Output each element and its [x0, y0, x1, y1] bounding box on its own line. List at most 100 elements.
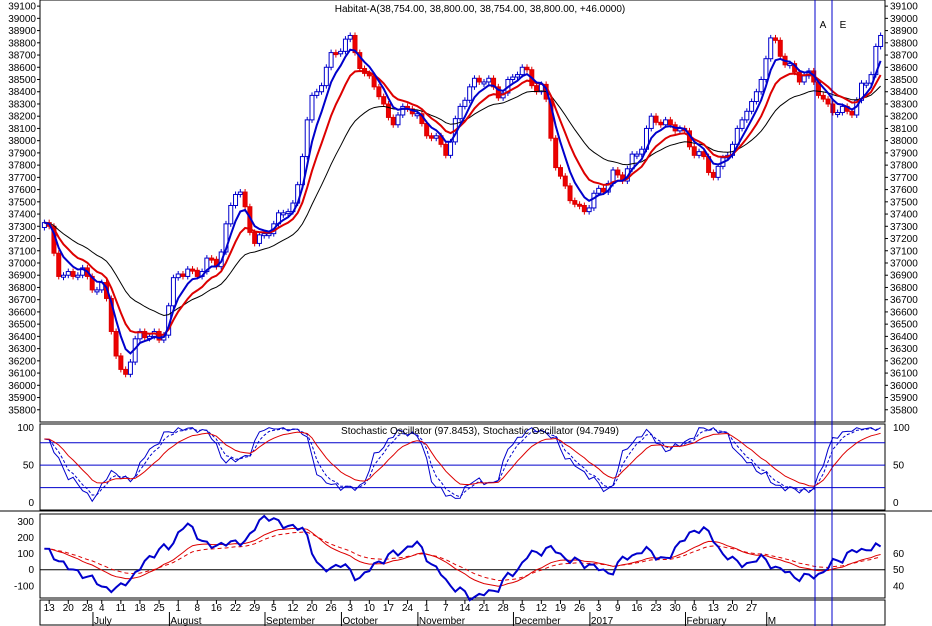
candle-body	[557, 167, 563, 177]
candle-body	[825, 98, 831, 105]
y-tick-label-left: 36700	[8, 295, 36, 306]
momentum-tick-left: -100	[14, 581, 34, 592]
candle-body	[830, 103, 836, 114]
candle-body	[481, 81, 487, 85]
x-day-label: 22	[230, 603, 242, 614]
candle-body	[577, 203, 583, 207]
candle-body	[667, 119, 673, 126]
candle-body	[94, 289, 100, 293]
candle-body	[156, 330, 162, 341]
x-month-label: 2017	[591, 616, 614, 626]
candle-body	[209, 257, 215, 261]
y-tick-label-right: 37900	[890, 148, 918, 159]
momentum-tick-right: 40	[893, 581, 905, 592]
candle-body	[596, 187, 602, 194]
candle-body	[820, 94, 826, 100]
x-day-label: 3	[347, 603, 353, 614]
candle-body	[304, 119, 310, 158]
candle-body	[710, 171, 716, 178]
candle-body	[457, 105, 463, 120]
candle-body	[342, 38, 348, 52]
candle-body	[252, 231, 258, 244]
candle-body	[639, 148, 645, 155]
x-day-label: 25	[154, 603, 166, 614]
y-tick-label-right: 36000	[890, 381, 918, 392]
y-tick-label-left: 38800	[8, 38, 36, 49]
stoch-tick-left: 0	[28, 498, 34, 509]
candle-body	[878, 34, 884, 47]
candle-body	[357, 52, 363, 69]
candle-body	[476, 77, 482, 83]
candle-body	[185, 268, 191, 277]
candle-body	[428, 135, 434, 139]
y-tick-label-right: 38700	[890, 51, 918, 62]
x-day-label: 12	[287, 603, 299, 614]
stoch-slow-line	[44, 431, 881, 487]
y-tick-label-right: 36400	[890, 332, 918, 343]
y-tick-label-right: 37000	[890, 258, 918, 269]
candle-body	[581, 204, 587, 213]
candle-body	[443, 143, 449, 156]
candle-body	[118, 355, 124, 370]
candle-body	[400, 105, 406, 116]
y-tick-label-left: 38400	[8, 87, 36, 98]
candle-body	[772, 37, 778, 41]
y-tick-label-right: 36500	[890, 320, 918, 331]
y-tick-label-right: 36100	[890, 369, 918, 380]
candle-body	[763, 58, 769, 81]
x-day-label: 6	[691, 603, 697, 614]
candle-body	[175, 273, 181, 279]
candle-body	[471, 77, 477, 88]
y-tick-label-left: 38100	[8, 124, 36, 135]
y-tick-label-left: 37600	[8, 185, 36, 196]
y-tick-label-left: 37100	[8, 246, 36, 257]
candle-body	[796, 71, 802, 83]
momentum-tick-left: 200	[17, 533, 34, 544]
candle-body	[424, 123, 430, 137]
y-tick-label-left: 36200	[8, 356, 36, 367]
x-day-label: 28	[498, 603, 510, 614]
y-tick-label-left: 35800	[8, 405, 36, 416]
x-axis-frame	[39, 599, 886, 626]
candle-body	[381, 96, 387, 105]
x-day-label: 26	[574, 603, 586, 614]
y-tick-label-left: 38000	[8, 136, 36, 147]
candle-body	[113, 330, 119, 357]
x-day-label: 16	[631, 603, 643, 614]
candle-body	[749, 101, 755, 112]
candle-body	[352, 34, 358, 54]
candle-body	[534, 85, 540, 93]
candle-body	[615, 169, 621, 176]
y-tick-label-right: 38600	[890, 63, 918, 74]
y-tick-label-right: 36600	[890, 307, 918, 318]
candle-body	[768, 37, 774, 60]
y-tick-label-left: 36400	[8, 332, 36, 343]
candle-body	[787, 63, 793, 67]
candle-body	[739, 119, 745, 129]
x-day-label: 24	[402, 603, 414, 614]
x-day-label: 1	[424, 603, 430, 614]
stoch-d-line	[44, 427, 881, 498]
candle-body	[448, 141, 454, 156]
y-tick-label-left: 36600	[8, 307, 36, 318]
y-tick-label-left: 37800	[8, 161, 36, 172]
x-day-label: 10	[364, 603, 376, 614]
candle-body	[433, 135, 439, 139]
x-month-label: November	[419, 616, 466, 626]
y-tick-label-right: 35900	[890, 393, 918, 404]
y-tick-label-left: 37200	[8, 234, 36, 245]
candle-body	[347, 34, 353, 40]
candle-body	[366, 72, 372, 77]
y-tick-label-left: 37500	[8, 197, 36, 208]
x-month-label: October	[342, 616, 378, 626]
y-tick-label-right: 37800	[890, 161, 918, 172]
y-tick-label-left: 36800	[8, 283, 36, 294]
y-tick-label-right: 38800	[890, 38, 918, 49]
momentum-tick-right: 50	[893, 565, 905, 576]
candle-body	[256, 234, 262, 244]
candle-body	[753, 91, 759, 103]
x-day-label: 23	[650, 603, 662, 614]
candle-body	[524, 66, 530, 71]
candle-body	[777, 39, 783, 57]
